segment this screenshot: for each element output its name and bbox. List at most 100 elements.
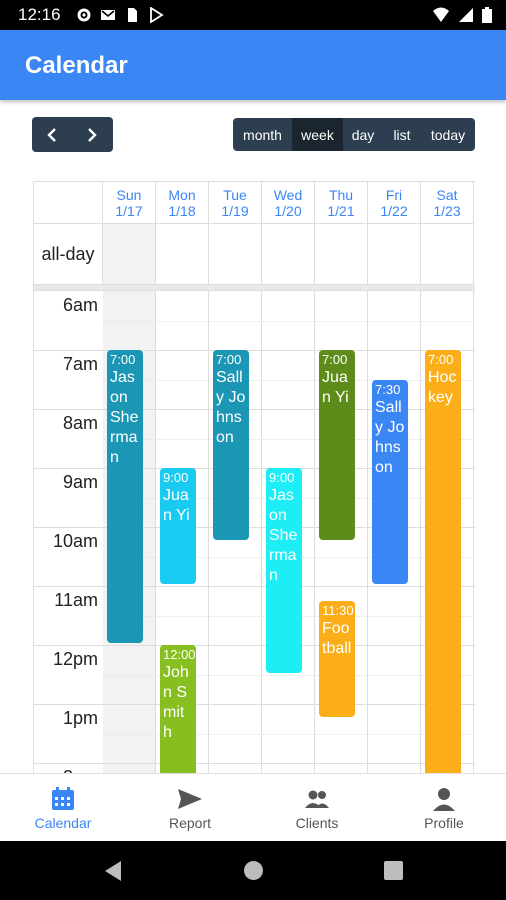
nav-clients[interactable]: Clients [254,774,380,842]
day-header-date: 1/17 [115,202,143,219]
recents-icon[interactable] [384,861,403,880]
nav-calendar[interactable]: Calendar [0,774,126,842]
day-header-dow: Fri [385,186,403,203]
calendar-event[interactable]: 7:00 Sally Johnson [213,350,249,540]
calendar-event[interactable]: 7:30 Sally Johnson [372,379,408,584]
app-bar: Calendar [0,30,506,100]
hour-line [34,645,475,646]
page-title: Calendar [25,52,128,79]
event-title: Football [322,619,352,657]
hour-line [34,409,475,410]
day-header[interactable]: Fri 1/22 [368,182,421,224]
week-grid: all-day Sun 1/17 Mon 1/18 Tue 1/19 Wed 1/20 Thu 1… [33,181,475,773]
day-column[interactable] [209,291,262,773]
day-header[interactable]: Wed 1/20 [262,182,315,224]
nav-profile-label: Profile [424,815,464,831]
hour-line [34,527,475,528]
event-time: 12:00 [163,647,196,662]
nav-profile[interactable]: Profile [381,774,506,842]
half-hour-line [103,674,475,676]
view-day-button[interactable]: day [351,126,375,143]
view-week-button[interactable]: week [292,118,343,151]
time-label: 10am [52,531,98,551]
event-time: 7:00 [322,352,348,367]
view-month-button[interactable]: month [243,126,282,143]
event-time: 7:00 [428,352,454,367]
next-button[interactable] [72,117,112,152]
view-switcher: month week day list today [233,118,475,151]
allday-cell[interactable] [156,224,209,285]
day-header[interactable]: Sun 1/17 [103,182,156,224]
event-title: Hockey [428,369,457,406]
calendar-event[interactable]: 11:30 Football [319,600,355,717]
day-header[interactable]: Tue 1/19 [209,182,262,224]
calendar-event[interactable]: 7:00 Jason Sherman [107,350,143,643]
day-header-date: 1/18 [168,202,196,219]
nav-report-label: Report [168,815,212,831]
status-time: 12:16 [18,5,61,24]
half-hour-line [103,438,475,440]
event-title: Juan Yi [322,369,349,406]
day-header-date: 1/23 [433,202,461,219]
bottom-nav: Calendar Report Clients Profile [0,773,506,841]
chevron-right-icon [88,127,97,142]
day-header[interactable]: Mon 1/18 [156,182,209,224]
calendar-event[interactable]: 7:00 Hockey [425,350,461,773]
calendar-event[interactable]: 7:00 Juan Yi [319,350,355,540]
status-bar: 12:16 [0,0,506,30]
time-label: 9am [62,472,98,492]
event-title: Sally Johnson [375,398,405,476]
event-time: 11:30 [322,602,354,618]
day-header-date: 1/22 [380,202,408,219]
calendar-event[interactable]: 9:00 Juan Yi [160,468,196,584]
event-title: Jason Sherman [269,487,298,584]
time-label: 11am [54,590,98,610]
sim-icon [124,7,140,23]
gmail-icon [100,7,116,23]
calendar-event[interactable]: 12:00 John Smith [160,645,196,773]
nav-report[interactable]: Report [127,774,253,842]
hour-line [34,763,475,764]
hour-line [34,704,475,705]
allday-cell[interactable] [209,224,262,285]
day-column[interactable] [368,291,421,773]
day-header-dow: Sat [436,186,458,203]
wifi-icon [432,7,450,28]
hour-line [34,586,475,587]
home-icon[interactable] [243,860,264,881]
play-store-icon [148,6,164,24]
allday-cell[interactable] [421,224,474,285]
allday-cell[interactable] [315,224,368,285]
allday-divider [34,285,475,291]
hour-line [34,350,475,351]
back-icon[interactable] [103,860,123,882]
prev-button[interactable] [32,117,72,152]
signal-icon [458,7,474,28]
day-column[interactable] [315,291,368,773]
allday-cell[interactable] [368,224,421,285]
nav-calendar-label: Calendar [34,815,92,831]
person-icon [433,788,455,811]
day-header-date: 1/19 [221,202,249,219]
event-time: 7:30 [375,381,401,397]
day-column[interactable] [156,291,209,773]
half-hour-line [103,733,475,735]
day-header-dow: Mon [168,186,196,203]
day-header[interactable]: Sat 1/23 [421,182,474,224]
calendar-event[interactable]: 9:00 Jason Sherman [266,468,302,673]
allday-cell[interactable] [262,224,315,285]
day-header[interactable]: Thu 1/21 [315,182,368,224]
time-label: 2pm [34,767,98,773]
nav-clients-label: Clients [295,815,339,831]
event-time: 7:00 [216,352,242,367]
day-column[interactable] [421,291,474,773]
prev-next-group [32,117,113,152]
today-button[interactable]: today [430,126,466,143]
half-hour-line [103,379,475,381]
hour-line [34,468,475,469]
time-label: 8am [62,413,98,433]
event-time: 9:00 [163,470,189,485]
day-column[interactable] [262,291,315,773]
view-list-button[interactable]: list [393,126,411,143]
allday-cell[interactable] [103,224,156,285]
